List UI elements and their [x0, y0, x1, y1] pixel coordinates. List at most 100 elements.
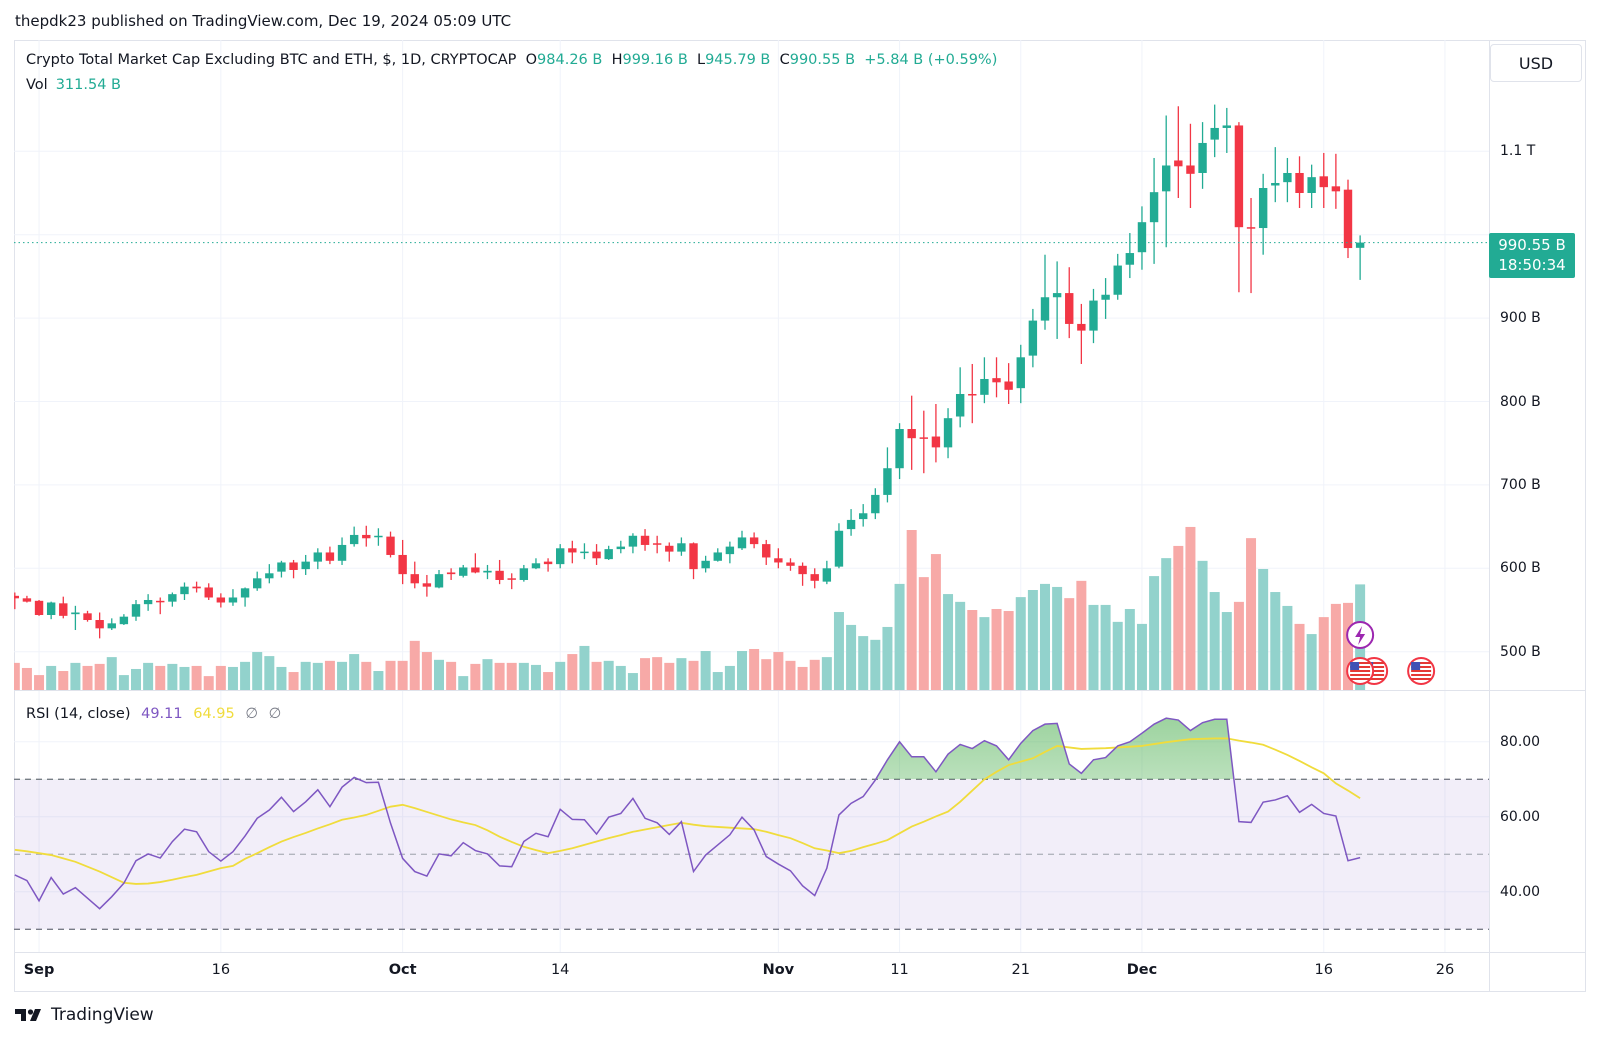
volume-bar: [579, 645, 590, 690]
candle: [14, 592, 19, 610]
tradingview-logo[interactable]: TradingView: [15, 1005, 154, 1025]
candle: [810, 568, 819, 589]
us-flag-icon[interactable]: [1407, 657, 1436, 685]
volume-bar: [676, 658, 687, 690]
candle: [410, 561, 419, 589]
candle-body: [1149, 192, 1159, 223]
candle-body: [337, 544, 347, 561]
candle-body: [774, 558, 783, 563]
candle-body: [446, 572, 456, 575]
candle-body: [471, 567, 480, 573]
candle-body: [240, 588, 250, 598]
candle: [1052, 261, 1062, 339]
candle: [1113, 253, 1122, 300]
volume-bar: [446, 661, 457, 690]
candle: [1137, 206, 1147, 270]
candle: [495, 559, 504, 585]
candle-body: [628, 535, 638, 547]
candle: [277, 560, 286, 578]
last-price-label: 990.55 B 18:50:34: [1489, 232, 1575, 278]
low-value: 945.79 B: [705, 52, 771, 68]
currency-selector[interactable]: USD: [1490, 44, 1582, 82]
volume-bar: [143, 662, 154, 690]
rsi-tick-label: 60.00: [1500, 808, 1541, 825]
open-value: 984.26 B: [537, 52, 603, 68]
volume-bar: [21, 667, 32, 690]
candle: [434, 569, 444, 589]
candle-body: [289, 562, 298, 570]
candle-body: [677, 543, 686, 552]
time-tick-label: Dec: [1126, 962, 1158, 978]
candle: [313, 548, 322, 570]
candle: [592, 544, 601, 565]
volume-bar: [870, 639, 881, 690]
volume-bar: [1221, 612, 1232, 690]
candle: [871, 488, 880, 520]
candle: [71, 605, 80, 631]
candle-body: [253, 578, 262, 589]
candle: [968, 363, 977, 424]
time-tick-label: Oct: [388, 962, 417, 978]
candle-body: [483, 570, 492, 573]
candle: [1210, 104, 1219, 158]
candle-body: [834, 530, 844, 567]
lightning-icon[interactable]: [1346, 621, 1375, 649]
candle-body: [180, 586, 189, 595]
candle: [131, 599, 141, 621]
time-tick-label: 16: [211, 962, 231, 978]
candle: [1162, 115, 1171, 248]
candle-body: [749, 537, 759, 545]
volume-bar: [1173, 545, 1184, 690]
volume-bar: [1318, 617, 1329, 690]
candle-body: [398, 554, 407, 575]
candle-body: [1234, 125, 1244, 228]
rsi-na-2: ∅: [268, 706, 282, 722]
us-flag-icon[interactable]: [1346, 657, 1375, 685]
candle: [1065, 267, 1074, 339]
volume-bar: [712, 672, 723, 690]
volume-bar: [1052, 586, 1063, 690]
volume-bar: [1282, 605, 1293, 690]
volume-bar: [1185, 526, 1196, 690]
candle-body: [859, 513, 868, 520]
candle-body: [1089, 300, 1098, 331]
candle-body: [931, 436, 941, 448]
volume-bar: [1330, 603, 1341, 690]
candle-body: [992, 378, 1001, 383]
volume-bar: [664, 662, 675, 690]
volume-bar: [785, 660, 796, 690]
candle: [59, 596, 68, 619]
candle-body: [786, 562, 795, 566]
candle: [507, 573, 516, 590]
candle: [1101, 278, 1110, 319]
rsi-value: 49.11: [141, 706, 183, 722]
volume-bar: [240, 661, 251, 690]
candle-body: [701, 560, 710, 569]
candle-body: [143, 599, 153, 605]
candle: [1283, 157, 1292, 203]
candle: [471, 553, 480, 574]
candle-body: [14, 595, 19, 599]
volume-bar: [46, 665, 57, 690]
candle-body: [1283, 172, 1292, 183]
candle-body: [1101, 294, 1110, 300]
time-tick-label: 26: [1435, 962, 1455, 978]
candle: [1222, 107, 1231, 153]
candle: [1343, 179, 1353, 259]
volume-bar: [955, 601, 966, 690]
candle-body: [1125, 253, 1135, 265]
volume-bar: [700, 651, 711, 690]
candle-body: [1016, 357, 1025, 389]
candle-body: [216, 597, 226, 603]
volume-bar: [506, 662, 517, 690]
candle-body: [1258, 187, 1268, 229]
candle-body: [22, 598, 32, 602]
candle-body: [495, 570, 504, 580]
volume-bar: [821, 657, 832, 690]
volume-bar: [34, 675, 45, 690]
candle-body: [919, 437, 928, 439]
candle: [362, 525, 371, 547]
candle: [1089, 288, 1098, 344]
candle: [1016, 344, 1025, 404]
